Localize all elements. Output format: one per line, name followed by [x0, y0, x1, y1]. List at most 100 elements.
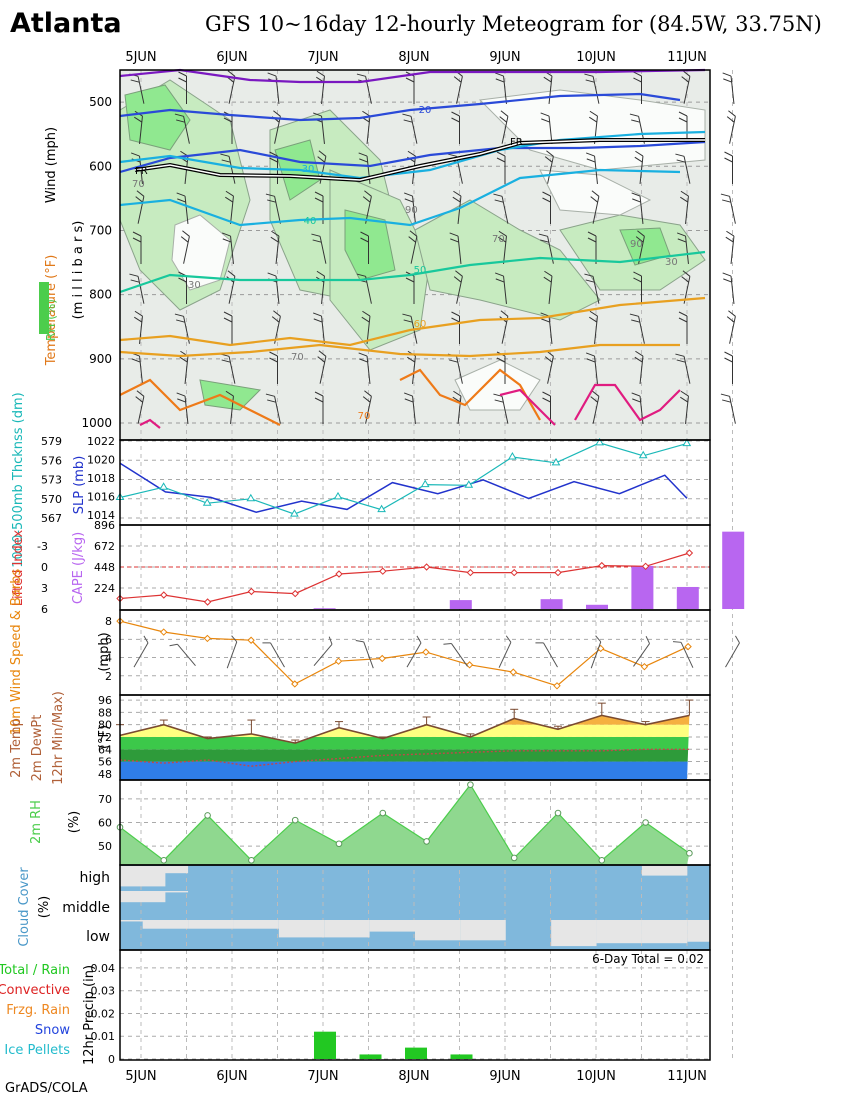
rh-contour-label: 90: [405, 205, 418, 216]
wind-barb-flag: [587, 237, 597, 243]
rh-contour-area: [414, 199, 601, 321]
wind-barb-flag: [177, 198, 186, 203]
wind-barb-shaft: [503, 76, 507, 104]
wind-barb: [452, 390, 462, 424]
thickness-point: [333, 491, 343, 500]
wind-barb-shaft: [363, 641, 374, 669]
precip-legend-label: Snow: [35, 1023, 70, 1038]
precip-total-label: 6-Day Total = 0.02: [592, 952, 704, 966]
li-tick-label: -3: [37, 540, 48, 553]
temp-band: [120, 761, 690, 780]
cloud-gap: [233, 920, 279, 929]
wind-barb-flag: [356, 273, 366, 277]
wind-barb: [722, 272, 735, 304]
temp-tick-label: 72: [98, 731, 112, 744]
wind-barb-flag: [631, 119, 640, 123]
wind-barb: [452, 190, 462, 224]
wind-barb: [675, 353, 691, 384]
rh-area: [120, 784, 690, 865]
wind-barb-flag: [450, 238, 459, 243]
day-label-bottom: 8JUN: [398, 1069, 429, 1084]
wind-barb-flag: [726, 116, 735, 123]
wind-barb-flag: [496, 157, 506, 163]
day-label-bottom: 11JUN: [667, 1069, 707, 1084]
slp-tick-label: 1020: [87, 454, 115, 467]
wind-barb-shaft: [313, 643, 333, 667]
wind-barb-shaft: [592, 196, 600, 224]
wind-tick-label: 2: [105, 670, 112, 683]
cloud-gap: [142, 920, 189, 929]
wind-barb-flag: [595, 635, 602, 643]
wind-barb-shaft: [547, 356, 554, 384]
wind-barb-shaft: [501, 316, 509, 344]
wind-barb-flag: [540, 239, 549, 243]
wind-barb-shaft: [501, 116, 509, 144]
wind-barb-flag: [403, 319, 413, 323]
isotherm-line: [119, 68, 706, 84]
wind-speed-point: [640, 662, 649, 671]
rh-point: [598, 856, 606, 864]
pressure-tick-label: 700: [89, 223, 112, 237]
temp-axis-label: 2m Temp: [9, 718, 24, 778]
day-label-bottom: 7JUN: [307, 1069, 338, 1084]
wind-barb-flag: [267, 199, 276, 203]
wind-barb-flag: [586, 158, 596, 163]
wind-barb-shaft: [412, 356, 416, 384]
wind-barb-flag: [645, 636, 650, 644]
wind-barb-flag: [449, 359, 458, 363]
wind-barb-flag: [584, 73, 594, 77]
cape-tick-label: 672: [94, 540, 115, 553]
wind-barb-flag: [362, 196, 371, 203]
temp-tick-label: 96: [98, 694, 112, 707]
wind-barb-flag: [451, 317, 460, 323]
wind-barb-flag: [364, 390, 372, 397]
wind-barb: [680, 190, 689, 224]
wind-barb-flag: [314, 391, 324, 397]
wind-barb-shaft: [503, 276, 507, 304]
wind-barb: [403, 192, 416, 224]
thickness-tick-label: 570: [41, 493, 62, 506]
wind-barb-flag: [678, 111, 688, 117]
wind-barb-shaft: [412, 196, 416, 224]
lifted-index-point: [466, 568, 475, 577]
wind-barb-flag: [312, 312, 322, 317]
wind-barb-shaft: [457, 396, 462, 424]
wind-barb-shaft: [184, 356, 189, 384]
wind-barb-flag: [359, 158, 368, 163]
wind-barb-flag: [134, 316, 143, 323]
wind-barb: [133, 635, 149, 668]
precip-legend-label: Convective: [0, 983, 70, 998]
wind-barb: [453, 270, 463, 304]
wind-barb-flag: [635, 236, 644, 243]
cloud-gap: [188, 920, 234, 929]
pressure-tick-label: 600: [89, 159, 112, 173]
wind-barb: [634, 350, 644, 384]
wind-barb: [720, 193, 736, 224]
wind-barb-flag: [635, 150, 644, 157]
wind-barb-flag: [271, 316, 280, 323]
wind-barb-flag: [134, 310, 143, 317]
wind-barb: [314, 391, 324, 424]
thickness-axis-label: 1000-500mb Thcknss (dm): [11, 392, 26, 567]
cloud-gap: [641, 866, 688, 876]
slp-tick-label: 1014: [87, 509, 115, 522]
wind-barb-flag: [629, 313, 639, 317]
wind-barb-flag: [493, 193, 503, 197]
li-tick-label: 3: [41, 582, 48, 595]
wind-barb-flag: [676, 159, 686, 163]
wind-barb: [496, 151, 506, 184]
freezing-label: FR: [510, 137, 523, 148]
wind-barb-flag: [505, 635, 512, 643]
precip-legend-label: Total / Rain: [0, 963, 70, 978]
precip-tick-label: 0.01: [91, 1030, 116, 1043]
wind-barb-shaft: [592, 76, 600, 104]
slp-tick-label: 1018: [87, 472, 115, 485]
wind-barb-flag: [267, 399, 276, 403]
rh-contour-area: [478, 89, 706, 171]
cape-bar: [631, 565, 654, 609]
wind-barb-flag: [542, 197, 551, 203]
wind-barb-shaft: [547, 156, 554, 184]
wind-barb-shaft: [548, 116, 553, 144]
wind-barb-flag: [676, 359, 686, 363]
rh-tick-label: 70: [98, 793, 112, 806]
